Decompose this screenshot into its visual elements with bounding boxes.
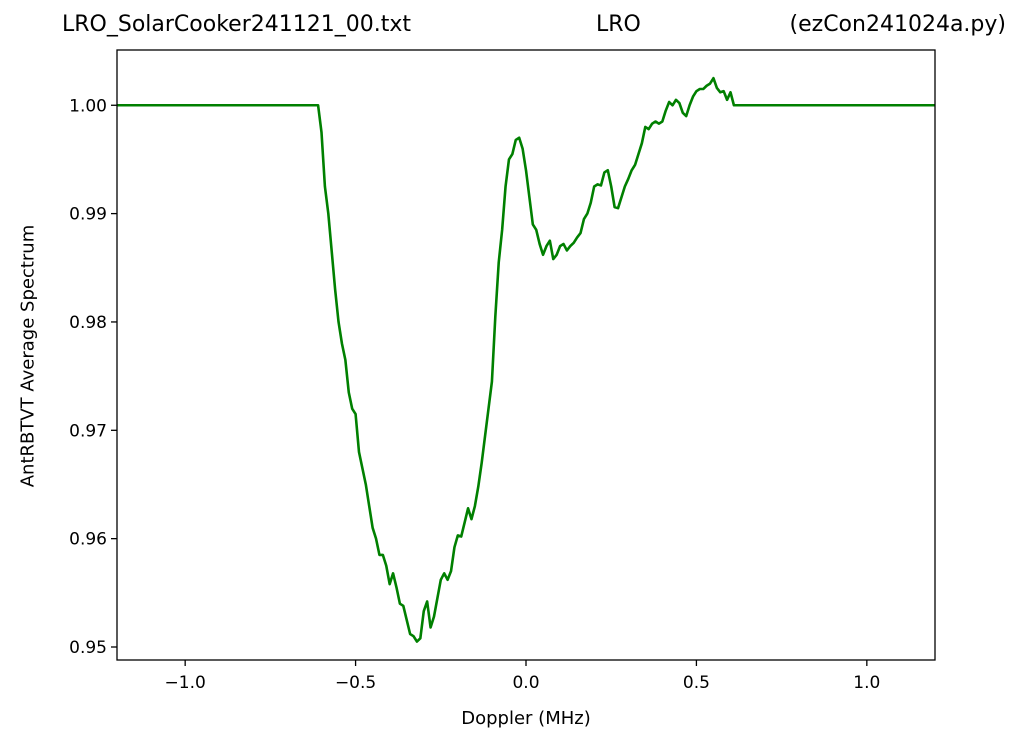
x-axis-label: Doppler (MHz) <box>461 708 591 729</box>
y-axis-label: AntRBTVT Average Spectrum <box>17 224 39 488</box>
x-tick-label: −0.5 <box>335 673 376 693</box>
y-axis-ticks: 0.95 0.96 0.97 0.98 0.99 1.00 <box>69 96 117 658</box>
chart-title-left: LRO_SolarCooker241121_00.txt <box>62 12 411 37</box>
chart-title-center: LRO <box>596 12 641 37</box>
chart-title-right: (ezCon241024a.py) <box>789 12 1006 37</box>
axes-frame <box>116 49 936 661</box>
y-tick-label: 0.99 <box>69 205 107 225</box>
y-tick-label: 0.98 <box>69 313 107 333</box>
x-tick-label: −1.0 <box>165 673 206 693</box>
y-tick-label: 0.97 <box>69 421 107 441</box>
x-axis-ticks: −1.0 −0.5 0.0 0.5 1.0 <box>165 660 880 693</box>
x-tick-label: 0.5 <box>683 673 710 693</box>
y-tick-label: 0.96 <box>69 530 107 550</box>
series-line-0 <box>117 76 935 643</box>
y-tick-label: 0.95 <box>69 638 107 658</box>
x-tick-label: 1.0 <box>853 673 880 693</box>
plot-line-group <box>117 76 935 643</box>
y-tick-label: 1.00 <box>69 96 107 116</box>
x-tick-label: 0.0 <box>512 673 539 693</box>
